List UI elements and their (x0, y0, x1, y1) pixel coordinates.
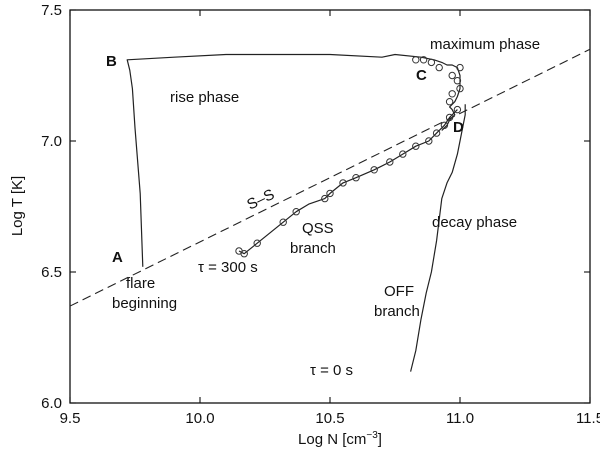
tau-300-label: τ = 300 s (198, 259, 258, 276)
data-point-marker (399, 150, 407, 158)
data-point-marker (445, 98, 454, 106)
y-axis: 6.0 6.5 7.0 7.5 (41, 2, 590, 412)
data-point-marker (435, 63, 443, 72)
data-point-marker (419, 56, 428, 64)
data-point-marker (445, 113, 454, 122)
qss-branch-line (238, 109, 458, 255)
data-point-marker (326, 189, 334, 198)
data-point-marker (253, 239, 261, 247)
data-point-marker (448, 90, 456, 98)
x-axis-label: Log N [cm−3] (298, 430, 382, 448)
data-point-marker (456, 63, 464, 72)
off-label-line2: branch (374, 303, 420, 320)
x-axis-label-exponent: −3 (366, 430, 378, 441)
x-tick-label: 10.0 (185, 410, 214, 427)
data-point-marker (412, 56, 420, 64)
y-tick-label: 6.0 (41, 395, 62, 412)
flare-trajectory-line (126, 53, 461, 267)
qss-markers (235, 56, 464, 258)
data-point-marker (427, 58, 436, 67)
off-label-line1: OFF (384, 283, 414, 300)
data-point-marker (412, 142, 420, 150)
rise-phase-label: rise phase (170, 89, 239, 106)
x-tick-label: 10.5 (315, 410, 344, 427)
ss-label: S–S (244, 186, 277, 214)
data-point-marker (240, 250, 248, 258)
data-point-marker (370, 166, 378, 174)
x-axis-label-end: ] (378, 431, 382, 448)
label-D: D (453, 119, 464, 136)
data-point-marker (386, 158, 394, 166)
x-axis: 9.5 10.0 10.5 11.0 11.5 (60, 10, 600, 427)
data-point-marker (440, 121, 449, 130)
data-point-marker (456, 84, 464, 93)
data-point-marker (321, 194, 329, 203)
x-tick-label: 11.0 (446, 410, 474, 427)
label-B: B (106, 53, 117, 70)
tau-0-label: τ = 0 s (310, 362, 353, 379)
data-point-marker (352, 174, 360, 182)
flare-label-line2: beginning (112, 295, 177, 312)
y-axis-label: Log T [K] (9, 176, 26, 236)
data-point-marker (425, 137, 433, 145)
label-A: A (112, 249, 123, 266)
y-tick-label: 6.5 (41, 264, 62, 281)
y-tick-label: 7.0 (41, 133, 62, 150)
flare-label-line1: flare (126, 275, 155, 292)
x-tick-label: 11.5 (576, 410, 600, 427)
plot-frame (69, 9, 591, 404)
maximum-phase-label: maximum phase (430, 36, 540, 53)
data-point-marker (453, 77, 462, 85)
data-point-marker (453, 105, 462, 114)
ss-dashed-line (69, 48, 591, 307)
data-point-marker (432, 129, 441, 137)
data-point-marker (279, 218, 287, 226)
data-point-marker (292, 208, 300, 216)
qss-label-line2: branch (290, 240, 336, 257)
y-tick-label: 7.5 (41, 2, 62, 19)
x-tick-label: 9.5 (60, 410, 81, 427)
label-C: C (416, 67, 427, 84)
data-point-marker (448, 71, 456, 80)
data-point-marker (339, 179, 347, 187)
decay-phase-label: decay phase (432, 214, 517, 231)
off-branch-line (410, 104, 466, 372)
qss-label-line1: QSS (302, 220, 334, 237)
